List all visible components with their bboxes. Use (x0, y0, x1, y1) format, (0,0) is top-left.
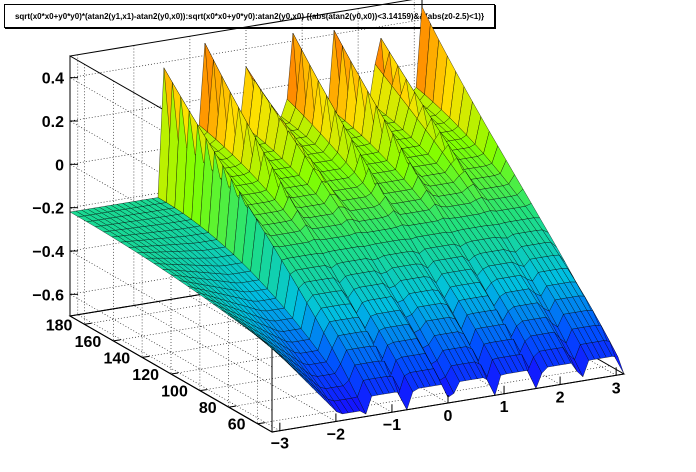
y-tick (170, 372, 179, 375)
surface-cell (609, 341, 625, 375)
x-tick-label: 1 (500, 399, 509, 416)
y-tick-label: 80 (199, 400, 217, 417)
chart-title: sqrt(x0*x0+y0*y0)*(atan2(y1,x1)-atan2(y0… (14, 11, 485, 21)
y-tick-label: 160 (75, 334, 102, 351)
x-tick-label: −1 (383, 417, 401, 434)
y-tick (199, 389, 207, 392)
z-tick-label: −0.2 (32, 201, 64, 218)
surface-mesh (69, 6, 625, 415)
y-tick (142, 355, 150, 358)
x-tick-label: −3 (271, 436, 289, 453)
x-tick-label: 2 (556, 390, 565, 407)
y-tick (228, 405, 236, 408)
y-tick-label: 60 (228, 417, 246, 434)
y-tick-label: 140 (103, 350, 130, 367)
z-tick-label: 0 (55, 157, 64, 174)
y-tick-label: 100 (161, 384, 188, 401)
x-tick-label: 0 (444, 408, 453, 425)
y-tick (84, 322, 92, 325)
z-tick-label: −0.4 (32, 244, 64, 261)
z-tick-label: 0.2 (42, 114, 64, 131)
y-tick (113, 339, 121, 342)
z-tick-label: −0.6 (32, 287, 64, 304)
x-tick-label: −2 (327, 426, 345, 443)
title-box: sqrt(x0*x0+y0*y0)*(atan2(y1,x1)-atan2(y0… (4, 4, 495, 28)
y-tick-label: 120 (132, 367, 159, 384)
y-tick (257, 422, 265, 425)
x-tick-label: 3 (612, 380, 621, 397)
z-tick-label: 0.4 (42, 71, 64, 88)
y-tick-label: 180 (46, 317, 73, 334)
